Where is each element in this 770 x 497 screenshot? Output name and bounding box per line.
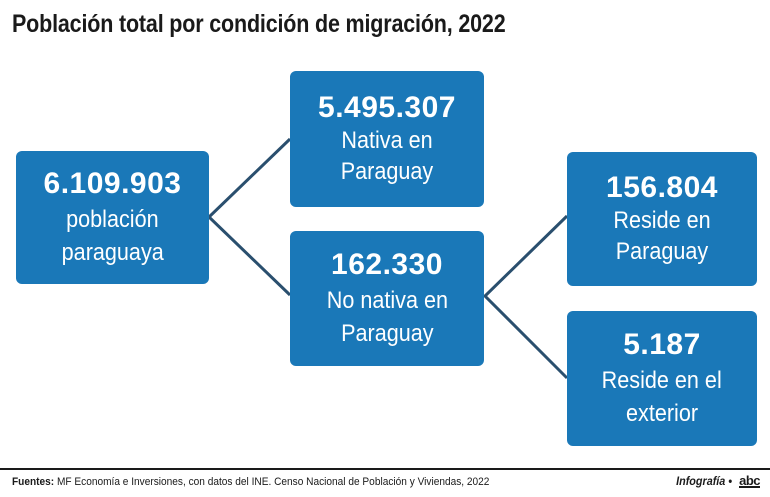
credit-label: Infografía • bbox=[676, 474, 732, 488]
node-native-label-1: Nativa en Paraguay bbox=[340, 127, 434, 186]
node-native: 5.495.307 Nativa en Paraguay bbox=[290, 71, 484, 207]
sources-label: Fuentes: bbox=[12, 476, 55, 488]
node-total-label-2: paraguaya bbox=[61, 238, 164, 266]
node-non-native-label-2: Paraguay bbox=[340, 319, 434, 347]
node-native-value: 5.495.307 bbox=[318, 90, 456, 124]
node-resides-paraguay-value: 156.804 bbox=[606, 170, 718, 204]
connector-total-to-children bbox=[206, 137, 292, 297]
node-total-value: 6.109.903 bbox=[43, 167, 182, 201]
connector-nonnative-to-children bbox=[482, 214, 569, 380]
node-resides-abroad-label-2: exterior bbox=[625, 399, 699, 427]
node-resides-abroad-value: 5.187 bbox=[623, 328, 701, 362]
node-resides-paraguay-label-1: Reside en Paraguay bbox=[613, 207, 711, 266]
node-resides-abroad-label-1: Reside en el bbox=[601, 366, 723, 394]
sources-text: MF Economía e Inversiones, con datos del… bbox=[56, 476, 490, 488]
node-total-population: 6.109.903 población paraguaya bbox=[16, 151, 209, 284]
node-resides-paraguay: 156.804 Reside en Paraguay bbox=[567, 152, 757, 286]
footer-sources: Fuentes: MF Economía e Inversiones, con … bbox=[12, 476, 489, 488]
node-non-native: 162.330 No nativa en Paraguay bbox=[290, 231, 484, 366]
node-resides-abroad: 5.187 Reside en el exterior bbox=[567, 311, 757, 446]
abc-logo: abc bbox=[739, 472, 760, 488]
footer-divider bbox=[0, 468, 770, 470]
footer-credit: Infografía • abc bbox=[673, 472, 760, 489]
node-total-label-1: población bbox=[66, 205, 159, 233]
node-non-native-value: 162.330 bbox=[331, 248, 443, 282]
node-non-native-label-1: No nativa en bbox=[326, 286, 448, 314]
page-title: Población total por condición de migraci… bbox=[12, 10, 506, 38]
